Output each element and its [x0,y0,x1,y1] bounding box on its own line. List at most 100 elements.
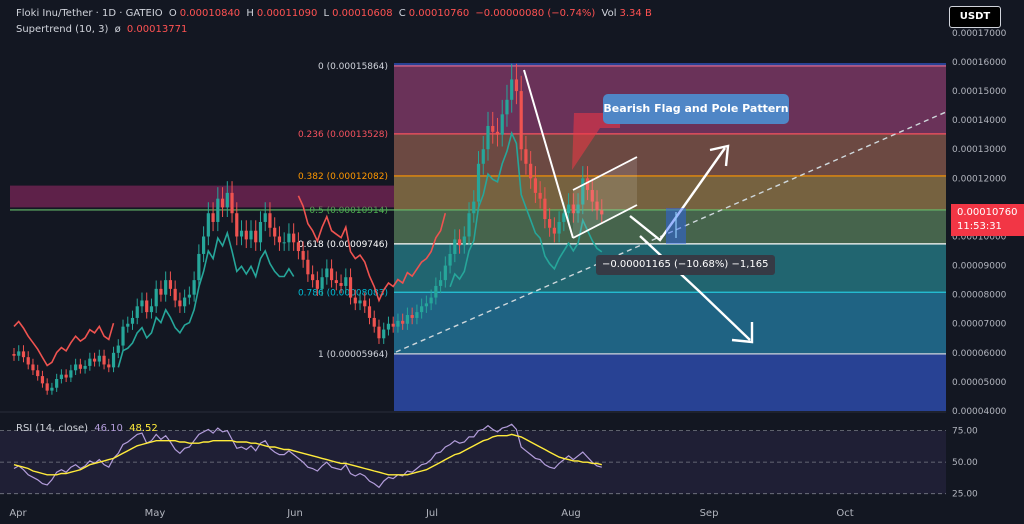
candle [220,187,225,218]
candle [268,202,272,237]
candle [434,277,438,305]
candle [244,220,248,249]
candle [566,193,571,223]
candle-body [434,285,438,298]
candle [88,352,92,371]
price-axis-tick: 0.00004000 [952,407,1007,417]
candle-body [216,198,220,222]
fib-level-label: 0 (0.00015864) [318,62,388,72]
candle-body [282,242,286,244]
price-axis-tick: 0.00010000 [952,232,1007,242]
time-axis-tick: May [145,508,166,519]
candle [78,358,82,374]
candle-body [17,351,21,356]
candle [306,250,310,282]
candle-body [410,315,414,318]
fib-zone [394,292,946,354]
candle-body [401,320,405,324]
flag-upper-line [572,156,638,191]
candle [69,364,73,383]
high-value: 0.00011090 [256,8,318,19]
candle-body [320,277,324,289]
candle [225,181,229,218]
candle [21,345,26,363]
pattern-callout[interactable]: Bearish Flag and Pole Pattern [603,94,789,124]
candle-body [600,210,604,215]
candle [31,358,35,375]
candle [26,351,30,370]
candle [145,292,149,319]
price-axis-tick: 0.00013000 [952,145,1007,155]
candle-body [325,268,329,278]
candle [538,181,542,209]
candle [339,274,343,294]
candle-body [78,364,82,369]
candle [249,220,253,249]
candle-body [116,345,120,353]
candle [202,226,206,263]
flag-pole-line [523,69,574,239]
candle [500,99,504,147]
candle-body [211,213,215,222]
candle-body [206,213,210,237]
candle-body [329,268,334,281]
candle [277,226,282,251]
candle [325,259,329,285]
candle-body [55,379,59,388]
candle [334,271,338,291]
candle-body [505,99,509,115]
candle-body [344,277,348,286]
currency-button[interactable]: USDT [949,6,1001,28]
fib-level-label: 0.5 (0.00010914) [309,206,388,216]
callout-pointer [572,113,620,170]
bearish-arrow-head [731,322,754,344]
candle [476,151,481,212]
candle-body [159,288,163,295]
price-axis-tick: 0.00012000 [952,174,1007,184]
candle-body [519,91,523,150]
candle-body [491,125,495,132]
candle [524,136,528,175]
candle [595,190,599,220]
candle [74,358,78,375]
candle [164,271,168,302]
candle [519,75,523,161]
candle-body [481,149,485,164]
candle-body [45,383,49,391]
candle [505,84,509,127]
rsi-legend[interactable]: RSI (14, close) 46.10 48.52 [16,423,161,434]
volume-value: 3.34 B [619,8,652,19]
last-price: 0.00010760 [957,207,1018,218]
candle [367,298,372,325]
candle-body [74,364,78,371]
candle-body [382,329,386,339]
candle [453,229,457,263]
candle-body [273,227,277,237]
candle-body [386,323,391,330]
indicator-legend[interactable]: Supertrend (10, 3) ø 0.00013771 [16,24,190,35]
candle [140,292,144,313]
candle-body [197,253,201,281]
candle [443,256,447,288]
candle [121,319,125,352]
rsi-ma-value: 48.52 [129,423,158,434]
candle [258,211,263,251]
candle-body [36,370,40,377]
candle [462,226,466,254]
candle [149,298,154,319]
candle [292,223,296,251]
symbol-title[interactable]: Floki Inu/Tether · 1D · GATEIO [16,8,163,19]
candle-body [367,306,372,318]
candle-body [443,265,447,281]
candle-body [557,221,561,234]
candle-body [576,204,580,214]
candle [263,202,267,232]
flag-lower-line [572,204,638,239]
candle [107,358,111,373]
candle-body [21,351,26,358]
rsi-ma-line [13,433,602,476]
candle [130,310,135,330]
candle-body [415,312,419,318]
candle-body [121,326,125,346]
